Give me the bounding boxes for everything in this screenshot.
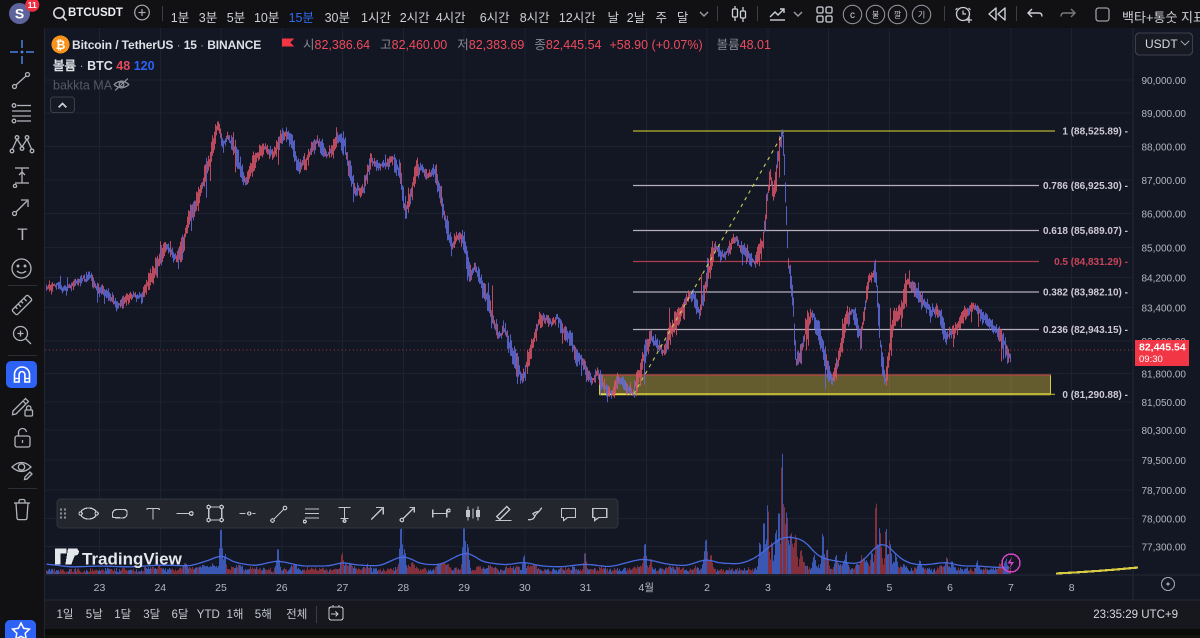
svg-text:1일: 1일 <box>57 607 74 621</box>
svg-text:6달: 6달 <box>172 607 189 621</box>
svg-text:28: 28 <box>397 582 409 594</box>
svg-text:87,000.00: 87,000.00 <box>1142 176 1187 187</box>
svg-text:볼륨 · BTC 48 120: 볼륨 · BTC 48 120 <box>53 58 155 73</box>
svg-text:82,445.54: 82,445.54 <box>1139 342 1186 354</box>
svg-text:81,800.00: 81,800.00 <box>1142 369 1187 380</box>
svg-text:24: 24 <box>154 582 166 594</box>
svg-text:0.5 (84,831.29) -: 0.5 (84,831.29) - <box>1054 257 1128 268</box>
svg-text:26: 26 <box>276 582 288 594</box>
svg-text:78,000.00: 78,000.00 <box>1142 514 1187 525</box>
svg-text:89,000.00: 89,000.00 <box>1142 109 1187 120</box>
svg-text:23:35:29 UTC+9: 23:35:29 UTC+9 <box>1093 609 1178 621</box>
svg-text:3: 3 <box>765 582 771 594</box>
svg-text:0 (81,290.88) -: 0 (81,290.88) - <box>1062 390 1128 401</box>
svg-text:1해: 1해 <box>227 608 244 621</box>
svg-text:5해: 5해 <box>255 608 272 621</box>
svg-text:전체: 전체 <box>286 608 307 621</box>
svg-text:0.786 (86,925.30) -: 0.786 (86,925.30) - <box>1043 181 1128 192</box>
svg-text:25: 25 <box>215 582 227 594</box>
svg-text:8: 8 <box>1069 582 1075 594</box>
svg-text:90,000.00: 90,000.00 <box>1142 76 1187 87</box>
svg-text:81,050.00: 81,050.00 <box>1142 398 1187 409</box>
svg-text:30: 30 <box>519 582 531 594</box>
svg-text:기: 기 <box>918 10 925 19</box>
svg-text:1달: 1달 <box>114 607 131 621</box>
svg-text:78,700.00: 78,700.00 <box>1142 486 1187 497</box>
svg-text:77,300.00: 77,300.00 <box>1142 542 1187 553</box>
svg-text:USDT: USDT <box>1145 37 1178 51</box>
svg-text:S: S <box>15 6 24 22</box>
svg-text:TradingView: TradingView <box>82 550 183 569</box>
svg-text:0.236 (82,943.15) -: 0.236 (82,943.15) - <box>1043 325 1128 336</box>
svg-text:11: 11 <box>28 0 37 10</box>
svg-text:23: 23 <box>94 582 106 594</box>
svg-text:3달: 3달 <box>143 607 160 621</box>
svg-text:86,000.00: 86,000.00 <box>1142 209 1187 220</box>
svg-text:27: 27 <box>337 582 349 594</box>
svg-text:c: c <box>850 9 855 20</box>
svg-text:09:30: 09:30 <box>1139 354 1163 365</box>
svg-text:bakkta MA: bakkta MA <box>53 79 113 93</box>
svg-text:80,300.00: 80,300.00 <box>1142 426 1187 437</box>
svg-text:7: 7 <box>1008 582 1014 594</box>
svg-text:5: 5 <box>886 582 892 594</box>
svg-text:Bitcoin / TetherUS · 15 · BINA: Bitcoin / TetherUS · 15 · BINANCE <box>72 38 261 52</box>
svg-text:84,200.00: 84,200.00 <box>1142 273 1187 284</box>
svg-text:0.618 (85,689.07) -: 0.618 (85,689.07) - <box>1043 226 1128 237</box>
svg-text:2: 2 <box>704 582 710 594</box>
svg-text:85,000.00: 85,000.00 <box>1142 243 1187 254</box>
svg-text:5날: 5날 <box>86 608 103 621</box>
svg-text:88,000.00: 88,000.00 <box>1142 142 1187 153</box>
svg-text:6: 6 <box>947 582 953 594</box>
svg-text:83,400.00: 83,400.00 <box>1142 303 1187 314</box>
svg-text:YTD: YTD <box>197 609 220 621</box>
svg-text:4월: 4월 <box>639 582 655 594</box>
svg-text:4: 4 <box>826 582 832 594</box>
svg-text:1 (88,525.89) -: 1 (88,525.89) - <box>1062 127 1128 138</box>
svg-text:깔: 깔 <box>894 10 902 19</box>
svg-text:79,500.00: 79,500.00 <box>1142 456 1187 467</box>
svg-text:불: 불 <box>871 9 878 19</box>
svg-text:₿: ₿ <box>56 38 66 52</box>
svg-text:31: 31 <box>580 582 592 594</box>
svg-text:29: 29 <box>458 582 470 594</box>
svg-text:0.382 (83,982.10) -: 0.382 (83,982.10) - <box>1043 288 1128 299</box>
